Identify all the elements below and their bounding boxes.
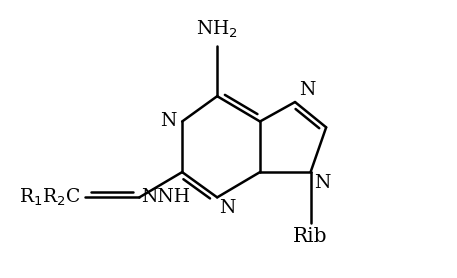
Text: R$_1$R$_2$C: R$_1$R$_2$C — [19, 187, 81, 208]
Text: NH$_2$: NH$_2$ — [196, 18, 238, 40]
Text: N: N — [314, 174, 331, 192]
Text: Rib: Rib — [293, 227, 328, 246]
Text: N: N — [299, 81, 315, 99]
Text: NNH: NNH — [141, 188, 190, 206]
Text: N: N — [160, 113, 176, 130]
Text: N: N — [219, 199, 235, 217]
